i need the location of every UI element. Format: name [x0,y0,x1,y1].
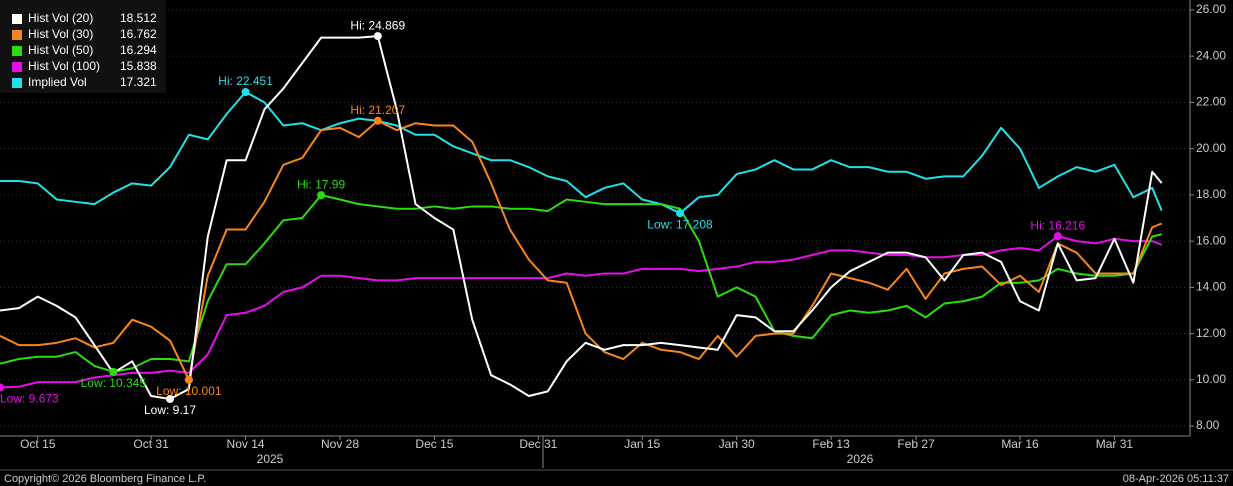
y-tick-label: 12.00 [1196,326,1226,340]
y-tick-label: 14.00 [1196,280,1226,294]
annotation-label: Low: 9.673 [0,392,59,406]
legend-label: Hist Vol (100) [28,59,100,73]
legend-swatch [12,46,22,56]
legend-swatch [12,30,22,40]
x-tick-label: Dec 31 [519,437,557,451]
y-tick-label: 8.00 [1196,418,1220,432]
annotation-label: Low: 9.17 [144,403,196,417]
x-tick-label: Feb 13 [812,437,850,451]
y-tick-label: 10.00 [1196,372,1226,386]
annotation-label: Hi: 16.216 [1030,218,1085,232]
x-tick-label: Jan 30 [719,437,755,451]
y-tick-label: 16.00 [1196,233,1226,247]
legend-box [0,0,166,93]
y-tick-label: 20.00 [1196,141,1226,155]
x-tick-label: Oct 31 [133,437,169,451]
series-line [0,235,1163,389]
legend-swatch [12,14,22,24]
legend-label: Hist Vol (50) [28,43,93,57]
x-tick-label: Jan 15 [624,437,660,451]
annotation-marker [109,367,118,376]
x-tick-label: Dec 15 [415,437,453,451]
annotation-label: Hi: 17.99 [297,177,345,191]
annotation-marker [676,209,684,218]
footer-timestamp: 08-Apr-2026 05:11:37 [1123,473,1229,485]
x-tick-label: Feb 27 [897,437,935,451]
year-label: 2026 [847,452,874,466]
plot-area: 8.00 10.00 12.00 14.00 16.00 18.00 20.00 22.00 2… [0,2,1226,451]
annotation-marker [184,375,193,384]
y-tick-label: 22.00 [1196,95,1226,109]
year-label: 2025 [257,452,284,466]
y-tick-label: 24.00 [1196,48,1226,62]
legend-value: 16.294 [120,43,157,57]
x-tick-label: Nov 28 [321,437,359,451]
legend-label: Hist Vol (20) [28,11,93,25]
x-tick-label: Oct 15 [20,437,56,451]
legend-swatch [12,62,22,72]
legend-swatch [12,78,22,88]
annotation-marker [0,383,4,392]
x-tick-label: Mar 16 [1001,437,1039,451]
annotation-label: Hi: 22.451 [218,74,273,88]
legend-label: Implied Vol [28,75,87,89]
annotation-label: Low: 10.345 [81,376,147,390]
legend-label: Hist Vol (30) [28,27,93,41]
series-line [0,90,1163,215]
annotation-label: Low: 17.208 [647,217,713,231]
annotation-label: Low: 10.001 [156,384,222,398]
legend-value: 16.762 [120,27,157,41]
x-tick-label: Mar 31 [1096,437,1134,451]
annotation-marker [241,87,250,96]
annotation-marker [317,191,326,200]
footer-copyright: Copyright© 2026 Bloomberg Finance L.P. [4,473,206,485]
series-line [0,35,1163,401]
y-tick-label: 18.00 [1196,187,1226,201]
annotation-marker [166,395,174,404]
annotation-marker [1053,232,1062,241]
x-tick-label: Nov 14 [227,437,265,451]
annotation-marker [373,116,382,125]
annotation-marker [373,32,382,41]
annotation-label: Hi: 21.207 [350,103,405,117]
y-tick-label: 26.00 [1196,2,1226,16]
legend-value: 17.321 [120,75,157,89]
legend-value: 15.838 [120,59,157,73]
legend-value: 18.512 [120,11,157,25]
legend: Hist Vol (20) 18.512 Hist Vol (30) 16.762 Hi… [12,11,157,89]
annotation-label: Hi: 24.869 [350,18,405,32]
